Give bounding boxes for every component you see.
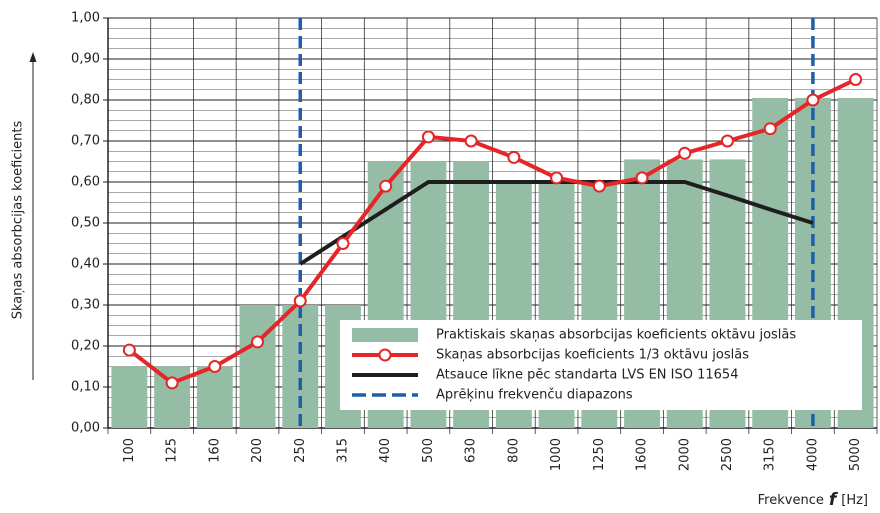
y-tick-label: 0,70 [71, 134, 100, 149]
bar [111, 366, 148, 428]
x-tick-label: 2500 [720, 438, 735, 471]
legend-marker [378, 348, 392, 362]
line-marker [421, 130, 435, 144]
line-marker [336, 237, 350, 250]
line-marker [678, 146, 692, 160]
x-tick-label: 4000 [805, 438, 820, 471]
y-tick-label: 1,00 [71, 11, 100, 26]
y-tick-label: 0,90 [71, 52, 100, 67]
x-tick-label: 630 [464, 438, 479, 463]
y-tick-label: 0,40 [71, 257, 100, 272]
x-tick-label: 315 [335, 438, 350, 463]
line-marker [122, 343, 136, 357]
line-marker [379, 179, 393, 193]
x-label-part: [Hz] [841, 493, 868, 508]
legend-label: Skaņas absorbcijas koeficients 1/3 oktāv… [436, 348, 749, 363]
bar [196, 366, 233, 428]
line-marker [635, 171, 649, 185]
line-marker [720, 134, 734, 148]
line-marker [763, 122, 777, 136]
y-tick-label: 0,10 [71, 380, 100, 395]
x-tick-label: 3150 [763, 438, 778, 471]
x-tick-label: 400 [378, 438, 393, 463]
bar [239, 305, 276, 428]
legend-label: Atsauce līkne pēc standarta LVS EN ISO 1… [436, 368, 738, 383]
y-axis-label: Skaņas absorbcijas koeficients [11, 121, 26, 320]
x-label-part: Frekvence [758, 493, 824, 508]
line-marker [208, 360, 222, 373]
x-tick-label: 1000 [549, 438, 564, 471]
x-tick-label: 500 [421, 438, 436, 463]
line-marker [849, 73, 863, 86]
legend-box [340, 320, 862, 410]
x-tick-label: 5000 [848, 438, 863, 471]
x-label-part: f [829, 490, 839, 510]
x-tick-label: 160 [207, 438, 222, 463]
y-axis-arrow-head [29, 52, 37, 62]
y-tick-label: 0,00 [71, 421, 100, 436]
x-tick-label: 2000 [677, 438, 692, 471]
line-marker [806, 93, 820, 107]
x-tick-label: 250 [293, 438, 308, 463]
legend-label: Aprēķinu frekvenču diapazons [436, 388, 633, 403]
line-marker [592, 179, 606, 193]
line [128, 77, 857, 385]
line-marker [165, 376, 179, 390]
x-tick-label: 125 [165, 438, 180, 463]
y-tick-label: 0,50 [71, 216, 100, 231]
legend-label: Praktiskais skaņas absorbcijas koeficien… [436, 328, 796, 343]
line-marker [251, 335, 265, 349]
x-tick-label: 1600 [635, 438, 650, 471]
x-axis-label: Frekvence f [Hz] [758, 490, 868, 510]
line-marker [550, 171, 564, 185]
y-tick-label: 0,20 [71, 339, 100, 354]
line-marker [464, 134, 478, 148]
x-tick-label: 800 [506, 438, 521, 463]
x-tick-label: 200 [250, 438, 265, 463]
line-marker [507, 150, 521, 164]
x-tick-label: 1250 [592, 438, 607, 471]
x-tick-label: 100 [122, 438, 137, 463]
y-tick-label: 0,30 [71, 298, 100, 313]
line-marker [293, 294, 307, 308]
y-tick-label: 0,60 [71, 175, 100, 190]
y-tick-label: 0,80 [71, 93, 100, 108]
legend-swatch [352, 328, 418, 342]
